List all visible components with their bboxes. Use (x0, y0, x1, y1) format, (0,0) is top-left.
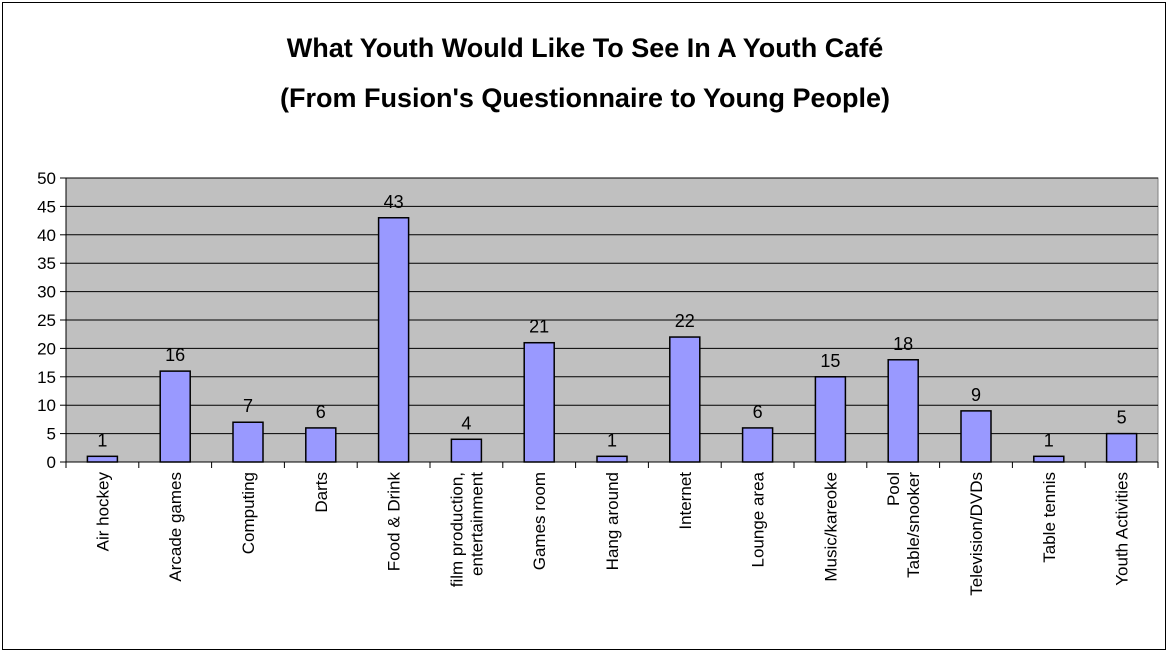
data-label: 16 (165, 345, 185, 365)
x-tick-label: film production, entertainment (447, 472, 486, 588)
y-tick-label: 15 (37, 368, 56, 387)
x-tick-label-line: Computing (239, 472, 258, 554)
x-tick-label-line: Television/DVDs (967, 472, 986, 596)
y-tick-label: 45 (37, 197, 56, 216)
x-tick-label-line: Games room (530, 472, 549, 570)
bar (523, 341, 555, 463)
data-label: 4 (461, 413, 471, 433)
x-tick-label-line: film production, (447, 472, 466, 587)
bar (232, 421, 264, 463)
y-tick-label: 10 (37, 396, 56, 415)
bar (741, 427, 774, 463)
x-tick-label: Air hockey (93, 472, 112, 552)
x-tick-label: Lounge area (749, 471, 768, 567)
data-label: 6 (316, 402, 326, 422)
x-tick-label: Arcade games (166, 472, 185, 582)
y-tick-label: 50 (37, 169, 56, 188)
x-tick-label: Internet (676, 472, 695, 530)
x-tick-label: Food & Drink (385, 472, 404, 572)
x-tick-label-line: Music/kareoke (821, 472, 840, 582)
x-axis-ticks: Air hockey Arcade games Computing Darts Food… (65, 462, 1159, 596)
chart-subtitle: (From Fusion's Questionnaire to Young Pe… (280, 83, 890, 113)
bar (305, 427, 337, 463)
data-label: 7 (243, 396, 253, 416)
x-tick-label: Television/DVDs (967, 472, 986, 596)
bar (596, 455, 628, 463)
data-label: 15 (820, 351, 840, 371)
bar (669, 336, 701, 463)
x-tick-label-line: Youth Activities (1113, 472, 1132, 586)
x-tick-label-line: Lounge area (749, 471, 768, 567)
bars (86, 217, 1138, 463)
x-tick-label-line: Food & Drink (385, 472, 404, 572)
bar (814, 376, 847, 463)
bar (159, 370, 191, 463)
x-tick-label: Pool Table/snooker (884, 472, 923, 578)
bar (887, 359, 919, 463)
bar (1105, 432, 1138, 463)
chart-title: What Youth Would Like To See In A Youth … (286, 33, 884, 63)
data-label: 6 (753, 402, 763, 422)
x-tick-label: Youth Activities (1113, 472, 1132, 586)
data-label: 18 (893, 334, 913, 354)
bar (450, 438, 483, 463)
y-tick-label: 30 (37, 283, 56, 302)
x-tick-label-line: Internet (676, 472, 695, 530)
data-label: 43 (384, 192, 404, 212)
y-tick-label: 20 (37, 339, 56, 358)
x-tick-label-line: Table tennis (1040, 472, 1059, 563)
x-tick-label: Computing (239, 472, 258, 554)
data-label: 1 (97, 430, 107, 450)
bar (960, 410, 992, 463)
bar (1033, 455, 1065, 463)
data-label: 5 (1117, 408, 1127, 428)
x-tick-label-line: entertainment (467, 472, 486, 576)
x-tick-label: Darts (312, 472, 331, 513)
x-tick-label-line: Pool (884, 472, 903, 506)
data-label: 21 (529, 317, 549, 337)
x-tick-label-line: Table/snooker (904, 472, 923, 578)
data-label: 22 (675, 311, 695, 331)
x-tick-label-line: Hang around (603, 472, 622, 570)
y-tick-label: 5 (47, 425, 56, 444)
bar (377, 217, 410, 463)
y-tick-label: 40 (37, 226, 56, 245)
x-tick-label: Hang around (603, 472, 622, 570)
x-tick-label: Music/kareoke (821, 472, 840, 582)
y-tick-label: 35 (37, 254, 56, 273)
x-tick-label-line: Darts (312, 472, 331, 513)
data-label: 1 (1044, 430, 1054, 450)
bar (86, 455, 119, 463)
x-tick-label-line: Air hockey (93, 472, 112, 552)
y-tick-label: 0 (47, 453, 56, 472)
x-tick-label: Table tennis (1040, 472, 1059, 563)
x-tick-label: Games room (530, 472, 549, 570)
data-label: 9 (971, 385, 981, 405)
y-tick-label: 25 (37, 311, 56, 330)
data-label: 1 (607, 430, 617, 450)
x-tick-label-line: Arcade games (166, 472, 185, 582)
